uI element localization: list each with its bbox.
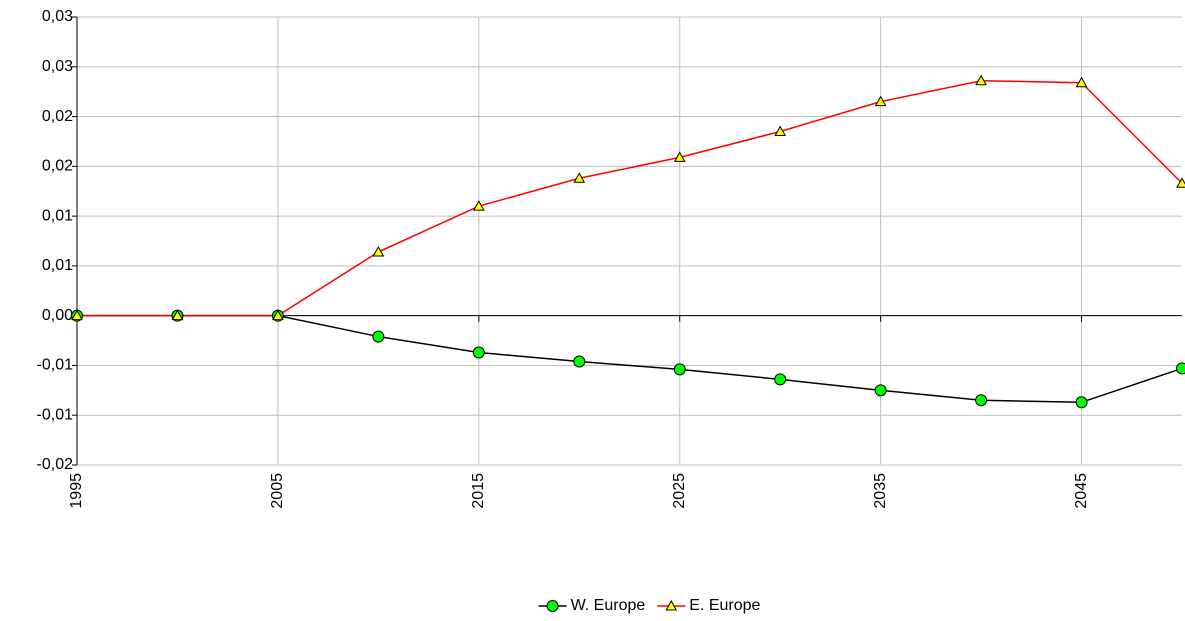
series-line — [77, 79, 1183, 317]
data-point — [874, 95, 887, 107]
data-point — [1075, 76, 1088, 88]
data-point — [975, 74, 987, 86]
data-point — [673, 363, 686, 376]
legend-marker — [665, 599, 678, 611]
data-point — [171, 309, 184, 321]
data-point — [1075, 396, 1088, 409]
data-point — [673, 151, 686, 162]
data-point — [774, 125, 787, 136]
y-tick-label: 0,02 — [42, 108, 73, 125]
y-tick-label: -0,01 — [37, 406, 74, 423]
y-tick-label: 0,01 — [42, 207, 73, 224]
legend-label: W. Europe — [571, 597, 646, 614]
y-tick-label: 0,03 — [42, 58, 73, 75]
y-tick-label: 0,00 — [42, 307, 73, 324]
data-point — [774, 373, 787, 386]
data-point — [874, 384, 887, 397]
data-point — [975, 394, 988, 407]
legend: W. Europe E. Europe — [538, 597, 761, 614]
data-point — [372, 330, 385, 343]
y-tick-label: 0,03 — [42, 8, 73, 25]
y-tick-label: 0,01 — [42, 257, 73, 274]
data-point — [272, 309, 284, 321]
data-point — [573, 172, 586, 183]
data-point — [71, 309, 83, 321]
y-tick-label: -0,02 — [37, 456, 74, 473]
legend-marker — [546, 600, 559, 612]
x-tick-label: 2045 — [1073, 473, 1090, 509]
x-tick-label: 2015 — [470, 473, 487, 509]
x-tick-label: 2025 — [671, 473, 688, 509]
series-line — [77, 314, 1183, 404]
y-tick-label: 0,02 — [42, 158, 73, 175]
data-point — [472, 346, 485, 359]
x-tick-label: 2035 — [872, 473, 889, 509]
data-point — [573, 355, 586, 368]
data-point — [372, 245, 385, 257]
data-point — [472, 200, 485, 211]
x-tick-label: 2005 — [269, 473, 286, 509]
y-tick-label: -0,01 — [37, 357, 74, 374]
data-point — [1176, 362, 1185, 375]
legend-label: E. Europe — [689, 597, 760, 614]
x-tick-label: 1995 — [68, 473, 85, 509]
